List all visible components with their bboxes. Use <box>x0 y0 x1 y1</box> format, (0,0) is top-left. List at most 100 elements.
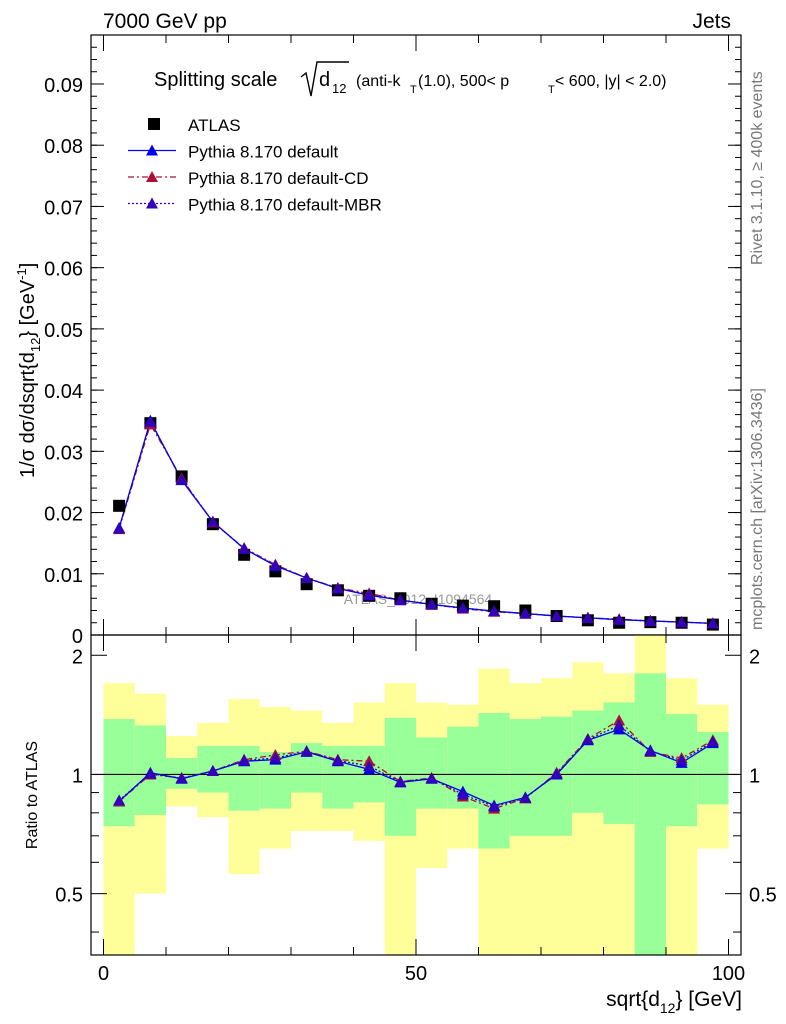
ratio-point-triangle <box>363 760 376 772</box>
atlas-data-point <box>113 499 126 512</box>
ratio-point-triangle <box>550 767 563 779</box>
mc-point-triangle <box>675 616 688 628</box>
title-var-sub: 12 <box>332 81 346 96</box>
ratio-y-tick-label-right: 0.5 <box>749 885 777 907</box>
ratio-point-triangle <box>613 719 626 731</box>
main-ylabel: 1/σ dσ/dsqrt{d12} [GeV-1] <box>14 263 43 478</box>
ratio-line <box>118 728 714 807</box>
ratio-point-triangle <box>425 772 438 784</box>
x-tick-label: 50 <box>405 963 427 985</box>
main-y-tick-label: 0.03 <box>44 442 83 464</box>
title-cuts-2: (1.0), 500< p <box>418 73 509 90</box>
inner-uncertainty-bin <box>103 719 135 827</box>
legend-marker-triangle <box>146 144 158 156</box>
legend-label: Pythia 8.170 default-MBR <box>188 196 382 215</box>
mc-point-triangle <box>706 617 719 629</box>
mc-point-triangle <box>488 605 501 617</box>
ratio-point-triangle <box>519 791 532 803</box>
main-series <box>113 414 719 631</box>
main-y-tick-label: 0.07 <box>44 197 83 219</box>
header-left: 7000 GeV pp <box>103 10 227 33</box>
legend: ATLAS Pythia 8.170 default Pythia 8.170 de… <box>128 116 382 215</box>
title-cuts-1: (anti-k <box>356 73 401 90</box>
rivet-label: Rivet 3.1.10, ≥ 400k events <box>749 71 766 265</box>
legend-label: Pythia 8.170 default <box>188 143 339 162</box>
mc-point-triangle <box>175 473 188 485</box>
ratio-point-triangle <box>206 765 219 777</box>
mc-point-triangle <box>331 582 344 594</box>
ratio-point-triangle <box>581 733 594 745</box>
ratio-y-tick-label-right: 1 <box>749 765 760 787</box>
ratio-point-triangle <box>488 800 501 812</box>
sqrt-symbol <box>300 61 349 97</box>
analysis-watermark: ATLAS_2012_I1094564 <box>344 591 493 607</box>
inner-uncertainty-bin <box>509 719 541 836</box>
mc-point-triangle <box>519 607 532 619</box>
mc-point-triangle <box>113 522 126 534</box>
ratio-frame: 0.5 0.5 1 1 2 2 0 50 100 <box>55 634 777 985</box>
ratio-y-tick-label-right: 2 <box>749 646 760 668</box>
legend-marker-triangle <box>146 197 158 209</box>
mc-point-triangle <box>581 611 594 623</box>
inner-uncertainty-bin <box>634 673 666 955</box>
main-y-tick-label: 0.05 <box>44 320 83 342</box>
inner-uncertainty-bin <box>572 710 604 813</box>
ratio-point-triangle <box>175 772 188 784</box>
mc-point-triangle <box>269 559 282 571</box>
main-y-tick-label: 0.04 <box>44 381 83 403</box>
x-tick-label: 0 <box>98 963 109 985</box>
mc-point-triangle <box>238 542 251 554</box>
legend-marker-triangle <box>146 171 158 182</box>
ratio-point-triangle <box>644 745 657 757</box>
main-y-tick-label: 0.02 <box>44 504 83 526</box>
ratio-point-triangle <box>331 754 344 766</box>
header-right: Jets <box>692 10 731 33</box>
mc-point-triangle <box>144 415 157 427</box>
ratio-point-triangle <box>706 735 719 747</box>
ratio-point-triangle <box>269 752 282 764</box>
ratio-y-tick-label: 0.5 <box>55 885 83 907</box>
inner-uncertainty-bin <box>478 712 510 849</box>
ratio-ylabel: Ratio to ATLAS <box>24 741 41 849</box>
main-ylabel-text: 1/σ dσ/dsqrt{d12} [GeV-1] <box>14 263 43 478</box>
main-frame: 0 0.01 0.02 0.03 0.04 0.05 0.06 0.07 0.08 0.09 <box>44 34 742 648</box>
main-y-tick-label: 0.06 <box>44 259 83 281</box>
main-y-tick-label: 0 <box>72 626 83 648</box>
main-y-tick-label: 0.08 <box>44 136 83 158</box>
ratio-series <box>113 714 719 814</box>
mc-point-triangle <box>425 598 438 610</box>
inner-uncertainty-bin <box>666 714 698 827</box>
ratio-point-triangle <box>300 745 313 757</box>
mc-point-triangle <box>300 572 313 584</box>
ratio-point-triangle <box>238 754 251 766</box>
legend-label: Pythia 8.170 default-CD <box>188 169 369 188</box>
title-prefix: Splitting scale <box>154 69 277 91</box>
ratio-point-triangle <box>394 775 407 787</box>
title-cuts-3: < 600, |y| < 2.0) <box>555 73 667 90</box>
ratio-point-triangle <box>113 794 126 806</box>
ratio-point-triangle <box>144 767 157 779</box>
mc-point-triangle <box>613 613 626 625</box>
ratio-uncertainty-bands <box>91 635 741 955</box>
mc-point-triangle <box>550 610 563 622</box>
x-axis-label: sqrt{d12} [GeV] <box>606 988 742 1016</box>
mc-point-triangle <box>363 588 376 600</box>
x-tick-label: 100 <box>712 963 745 985</box>
ratio-point-triangle <box>456 788 469 800</box>
mc-point-triangle <box>644 614 657 626</box>
legend-label: ATLAS <box>188 116 241 135</box>
main-y-tick-label: 0.09 <box>44 75 83 97</box>
mcplots-label: mcplots.cern.ch [arXiv:1306.3436] <box>749 388 766 630</box>
ratio-line <box>118 719 714 810</box>
ratio-y-tick-label: 2 <box>72 646 83 668</box>
title-cuts-2-sub: T <box>548 84 555 96</box>
mc-point-triangle <box>456 602 469 614</box>
title-cuts-1-sub: T <box>410 84 417 96</box>
mc-point-triangle <box>206 515 219 527</box>
mc-point-triangle <box>394 594 407 606</box>
ratio-y-tick-label: 1 <box>72 765 83 787</box>
title-var: d <box>319 69 330 91</box>
plot-title: Splitting scale d 12 (anti-k T (1.0), 50… <box>154 61 667 97</box>
main-y-tick-label: 0.01 <box>44 565 83 587</box>
